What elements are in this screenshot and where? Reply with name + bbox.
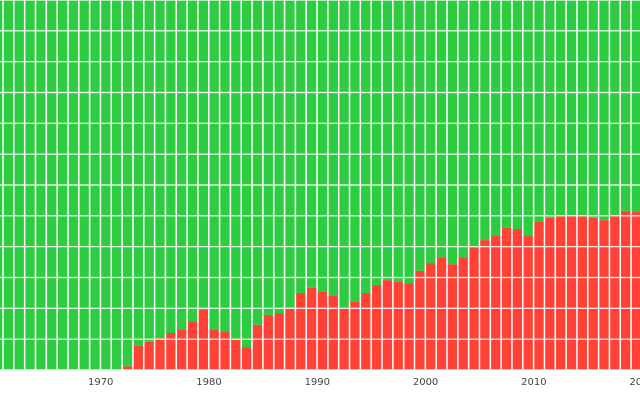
bar-segment (198, 0, 209, 311)
x-tick-label: 2020 (629, 377, 640, 388)
bar-segment (231, 338, 241, 370)
bar-segment (588, 0, 598, 218)
bar-segment (252, 0, 263, 325)
bar-segment (166, 0, 176, 333)
bar-segment (296, 0, 306, 294)
bar-segment (144, 0, 154, 342)
bar-segment (404, 0, 414, 284)
bar-segment (512, 0, 523, 230)
bar-segment (523, 0, 533, 237)
bar-segment (415, 0, 425, 271)
bar-segment (122, 0, 133, 367)
bar-segment (274, 313, 284, 370)
bar-segment (187, 321, 198, 370)
bar-segment (328, 0, 338, 296)
bar-segment (523, 236, 533, 370)
bar-segment (566, 0, 577, 217)
bar-segment (209, 330, 219, 370)
bar-segment (382, 280, 393, 370)
bar-segment (610, 214, 620, 370)
x-tick-label: 1980 (196, 377, 221, 388)
bar-segment (447, 264, 458, 370)
bar-segment (187, 0, 198, 322)
bar-segment (610, 0, 620, 215)
bar-segment (480, 240, 490, 370)
bar-segment (371, 0, 382, 285)
bar-segment (350, 0, 360, 302)
bar-segment (241, 347, 252, 370)
bar-segment (177, 330, 187, 370)
bar-segment (177, 0, 187, 331)
bar-segment (133, 0, 144, 346)
bar-segment (296, 293, 306, 370)
bar-segment (274, 0, 284, 314)
bar-segment (534, 0, 544, 222)
bar-segment (426, 263, 436, 370)
bar-segment (166, 333, 176, 370)
bar-segment (447, 0, 458, 265)
bar-segment (361, 293, 371, 370)
bar-segment (501, 0, 512, 228)
bar-segment (491, 236, 501, 370)
bar-segment (339, 307, 349, 370)
bar-segment (198, 310, 209, 370)
x-tick-label: 2000 (413, 377, 438, 388)
x-tick-label: 2010 (521, 377, 546, 388)
x-tick-label: 1990 (305, 377, 330, 388)
bar-segment (241, 0, 252, 348)
bar-segment (328, 296, 338, 370)
bar-segment (231, 0, 241, 339)
bar-segment (415, 270, 425, 370)
bar-segment (317, 0, 328, 292)
bar-segment (122, 366, 133, 370)
bar-segment (491, 0, 501, 237)
bar-segment (480, 0, 490, 241)
bar-segment (436, 0, 447, 258)
bar-segment (252, 324, 263, 370)
bar-segment (263, 314, 273, 370)
bar-segment (588, 217, 598, 370)
bar-segment (599, 220, 609, 370)
bar-segment (306, 0, 317, 288)
bar-segment (599, 0, 609, 221)
bar-segment (144, 341, 154, 370)
bar-segment (556, 0, 566, 217)
bar-segment (317, 291, 328, 370)
bar-segment (220, 331, 230, 370)
bar-segment (534, 222, 544, 370)
bar-segment (371, 284, 382, 370)
bar-segment (621, 210, 631, 370)
bar-segment (361, 0, 371, 294)
bar-segment (350, 301, 360, 370)
bar-segment (577, 0, 588, 217)
bar-segment (306, 287, 317, 370)
bar-segment (155, 0, 165, 339)
bar-segment (155, 338, 165, 370)
bar-segment (404, 283, 414, 370)
bar-segment (458, 257, 468, 370)
bar-segment (393, 0, 403, 282)
bar-segment (458, 0, 468, 258)
bar-segment (436, 257, 447, 370)
bar-segment (566, 216, 577, 370)
bar-segment (621, 0, 631, 211)
bar-segment (631, 0, 640, 213)
bar-segment (512, 229, 523, 370)
bar-segment (133, 345, 144, 370)
bar-segment (220, 0, 230, 332)
bar-segment (426, 0, 436, 264)
bar-segment (501, 227, 512, 370)
bar-segment (209, 0, 219, 331)
bar-segment (263, 0, 273, 315)
bar-segment (382, 0, 393, 281)
bar-segment (393, 281, 403, 370)
bar-segment (631, 212, 640, 370)
x-tick-label: 1970 (88, 377, 113, 388)
bar-segment (577, 216, 588, 370)
bar-segment (339, 0, 349, 308)
bar-segment (545, 0, 555, 218)
bar-segment (545, 217, 555, 370)
bar-segment (556, 216, 566, 370)
